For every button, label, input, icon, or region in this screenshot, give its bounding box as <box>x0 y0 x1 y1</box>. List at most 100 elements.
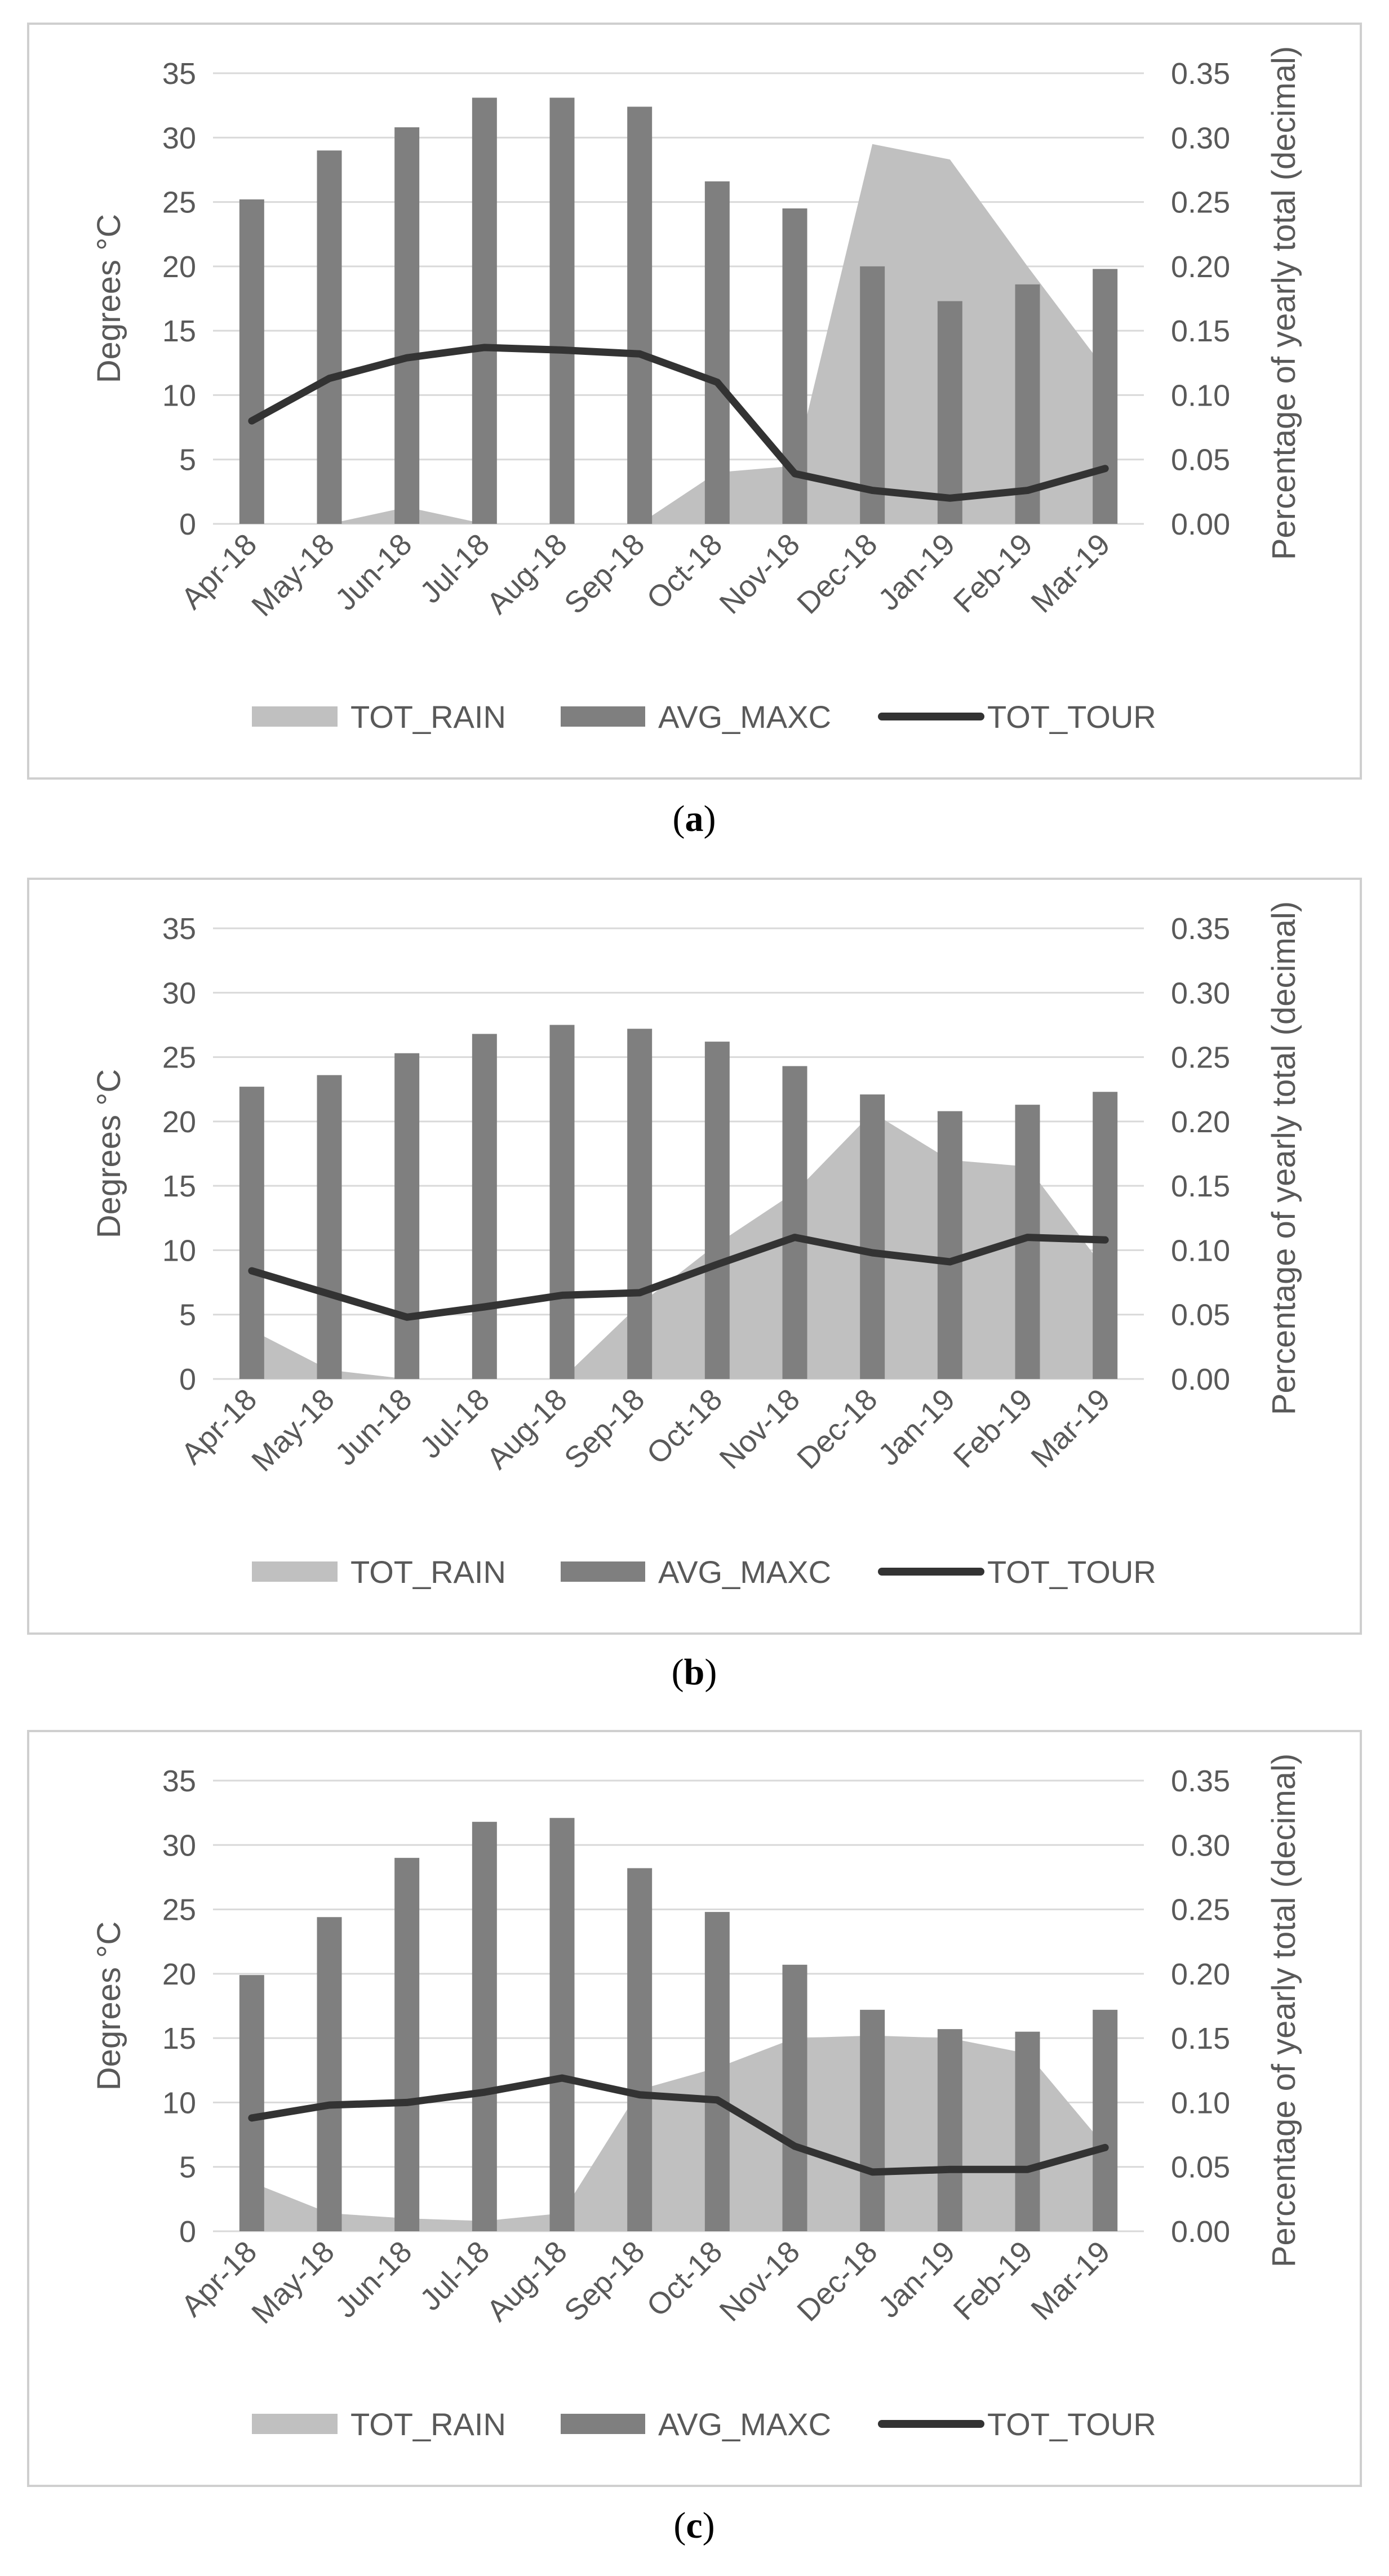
legend-label-avg-maxc: AVG_MAXC <box>658 2406 831 2442</box>
tot-tour-point <box>560 348 564 352</box>
y-tick-label: 25 <box>162 1041 196 1075</box>
avg-maxc-bar <box>1093 2009 1118 2231</box>
y-axis-title: Degrees °C <box>91 214 127 383</box>
tot-tour-point <box>327 2103 331 2107</box>
avg-maxc-bar <box>1015 2031 1040 2231</box>
y2-tick-label: 0.35 <box>1171 57 1230 91</box>
y-tick-label: 25 <box>162 1893 196 1927</box>
tot-rain-area <box>251 1112 1106 1379</box>
y2-tick-label: 0.05 <box>1171 1298 1230 1332</box>
y-tick-label: 0 <box>179 2215 196 2249</box>
tot-rain-area <box>251 2035 1106 2231</box>
tot-tour-point <box>482 2090 486 2094</box>
legend-swatch-tot-rain <box>252 706 338 727</box>
avg-maxc-bar <box>549 1025 575 1379</box>
legend-label-avg-maxc: AVG_MAXC <box>658 699 831 735</box>
tot-tour-point <box>948 2168 952 2172</box>
avg-maxc-bar <box>549 97 575 524</box>
tot-tour-point <box>638 352 642 356</box>
y2-tick-label: 0.30 <box>1171 1828 1230 1862</box>
y-axis-title: Degrees °C <box>91 1921 127 2090</box>
avg-maxc-bar <box>549 1818 575 2231</box>
tot-tour-point <box>250 419 254 423</box>
avg-maxc-bar <box>239 1087 264 1379</box>
avg-maxc-bar <box>782 1066 807 1379</box>
avg-maxc-bar <box>394 1053 420 1379</box>
tot-tour-point <box>250 1269 254 1273</box>
chart-panel-b: 0 0.00 5 0.05 10 0.10 15 0.15 20 0.20 25 0.25 30 0.30… <box>27 878 1362 1693</box>
tot-tour-point <box>560 1293 564 1297</box>
y2-tick-label: 0.20 <box>1171 1105 1230 1139</box>
y2-tick-label: 0.10 <box>1171 379 1230 412</box>
avg-maxc-bar <box>704 181 730 524</box>
y2-tick-label: 0.00 <box>1171 1363 1230 1396</box>
chart-panel-a: 0 0.00 5 0.05 10 0.10 15 0.15 20 0.20 25 0.25 30 0.30… <box>27 23 1362 839</box>
y2-tick-label: 0.25 <box>1171 1893 1230 1927</box>
y2-tick-label: 0.15 <box>1171 2022 1230 2056</box>
tot-tour-point <box>327 376 331 380</box>
caption-close: ) <box>704 798 716 839</box>
y-tick-label: 20 <box>162 1105 196 1139</box>
tot-tour-point <box>948 496 952 500</box>
y-tick-label: 0 <box>179 1363 196 1396</box>
legend-swatch-avg-maxc <box>561 1561 645 1582</box>
avg-maxc-bar <box>627 1868 653 2231</box>
y-axis-title: Degrees °C <box>91 1069 127 1238</box>
y-tick-label: 10 <box>162 2086 196 2120</box>
y-tick-label: 35 <box>162 1764 196 1798</box>
legend-swatch-avg-maxc <box>561 706 645 727</box>
tot-tour-point <box>1026 2168 1029 2172</box>
y-tick-label: 5 <box>179 2151 196 2185</box>
avg-maxc-bar <box>1093 1092 1118 1379</box>
legend-label-tot-rain: TOT_RAIN <box>350 1554 506 1590</box>
avg-maxc-bar <box>937 301 962 524</box>
avg-maxc-bar <box>782 1964 807 2231</box>
legend-label-tot-tour: TOT_TOUR <box>987 699 1156 735</box>
legend-label-tot-rain: TOT_RAIN <box>350 2406 506 2442</box>
y-tick-label: 35 <box>162 912 196 946</box>
avg-maxc-bar <box>860 1094 885 1379</box>
tot-tour-point <box>405 356 409 360</box>
tot-tour-point <box>560 2076 564 2080</box>
tot-tour-line <box>248 344 1109 502</box>
avg-maxc-bar <box>860 266 885 524</box>
caption-letter: c <box>686 2505 702 2546</box>
y2-tick-label: 0.20 <box>1171 1957 1230 1991</box>
y2-tick-label: 0.15 <box>1171 314 1230 348</box>
legend-swatch-tot-rain <box>252 2414 338 2434</box>
avg-maxc-bar <box>317 150 342 524</box>
tot-tour-point <box>871 2170 875 2174</box>
y2-tick-label: 0.05 <box>1171 2151 1230 2185</box>
avg-maxc-bar <box>937 1111 962 1379</box>
y2-axis-title: Percentage of yearly total (decimal) <box>1266 1754 1302 2267</box>
avg-maxc-bar <box>239 199 264 524</box>
avg-maxc-bar <box>239 1975 264 2231</box>
avg-maxc-bar <box>704 1042 730 1379</box>
tot-tour-point <box>715 380 719 384</box>
caption-close: ) <box>703 2505 715 2546</box>
tot-tour-point <box>1026 488 1029 492</box>
avg-maxc-bar <box>472 1822 497 2231</box>
tot-tour-point <box>1103 466 1107 470</box>
legend-swatch-tot-rain <box>252 1561 338 1582</box>
avg-maxc-bar <box>472 97 497 524</box>
legend-label-tot-tour: TOT_TOUR <box>987 1554 1156 1590</box>
y2-tick-label: 0.25 <box>1171 186 1230 220</box>
tot-tour-point <box>482 1305 486 1309</box>
y-tick-label: 25 <box>162 186 196 220</box>
y2-tick-label: 0.10 <box>1171 1234 1230 1267</box>
y2-tick-label: 0.00 <box>1171 2215 1230 2249</box>
caption-open: ( <box>673 798 685 839</box>
y2-axis-title: Percentage of yearly total (decimal) <box>1266 901 1302 1415</box>
y-tick-label: 35 <box>162 57 196 91</box>
y-tick-label: 20 <box>162 250 196 284</box>
tot-tour-point <box>482 345 486 349</box>
caption-letter: a <box>685 798 704 839</box>
legend-label-tot-tour: TOT_TOUR <box>987 2406 1156 2442</box>
y2-tick-label: 0.35 <box>1171 912 1230 946</box>
chart-panel-c: 0 0.00 5 0.05 10 0.10 15 0.15 20 0.20 25 0.25 30 0.30… <box>27 1730 1362 2546</box>
avg-maxc-bar <box>627 1029 653 1379</box>
y-tick-label: 30 <box>162 976 196 1010</box>
y-tick-label: 15 <box>162 2022 196 2056</box>
